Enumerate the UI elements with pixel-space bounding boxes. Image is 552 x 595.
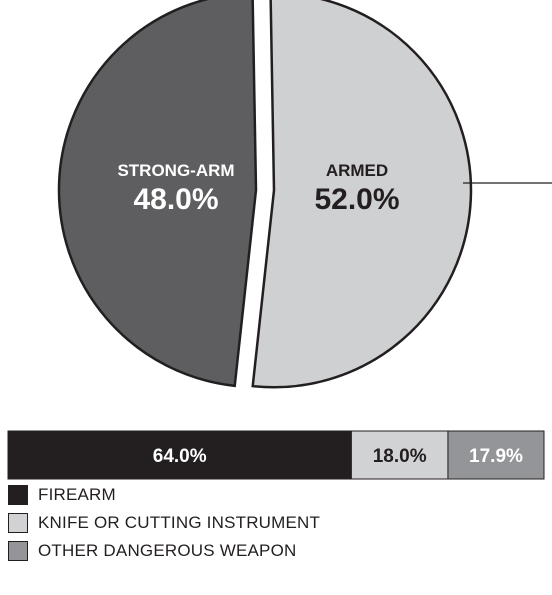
legend-label-knife: KNIFE OR CUTTING INSTRUMENT — [38, 513, 321, 532]
bar-segment-other-dangerous-weapon — [447, 430, 545, 480]
bar-label-other-dangerous-weapon: 17.9% — [469, 446, 523, 467]
legend-item-other: OTHER DANGEROUS WEAPON — [8, 537, 320, 565]
pie-label-armed: ARMED — [326, 161, 388, 180]
legend-label-firearm: FIREARM — [38, 485, 116, 504]
legend-swatch-firearm — [8, 485, 28, 505]
bar-label-firearm: 64.0% — [153, 446, 207, 467]
legend: FIREARM KNIFE OR CUTTING INSTRUMENT OTHE… — [8, 481, 320, 565]
legend-item-knife: KNIFE OR CUTTING INSTRUMENT — [8, 509, 320, 537]
pie-value-strong-arm: 48.0% — [133, 183, 218, 216]
legend-swatch-knife — [8, 513, 28, 533]
pie-slice-strong-arm — [57, 0, 258, 388]
bar-segment-knife-or-cutting-instrument — [350, 430, 449, 480]
bar-label-knife-or-cutting-instrument: 18.0% — [373, 446, 427, 467]
pie-slice-armed — [251, 0, 473, 389]
bar-segment-firearm — [7, 430, 352, 480]
stacked-bar: 64.0% 18.0% 17.9% — [7, 430, 545, 480]
pie-value-armed: 52.0% — [314, 183, 399, 216]
legend-label-other: OTHER DANGEROUS WEAPON — [38, 541, 297, 560]
legend-swatch-other — [8, 541, 28, 561]
pie-chart: STRONG-ARM 48.0% ARMED 52.0% — [57, 0, 552, 389]
legend-item-firearm: FIREARM — [8, 481, 320, 509]
pie-label-strong-arm: STRONG-ARM — [117, 161, 234, 180]
